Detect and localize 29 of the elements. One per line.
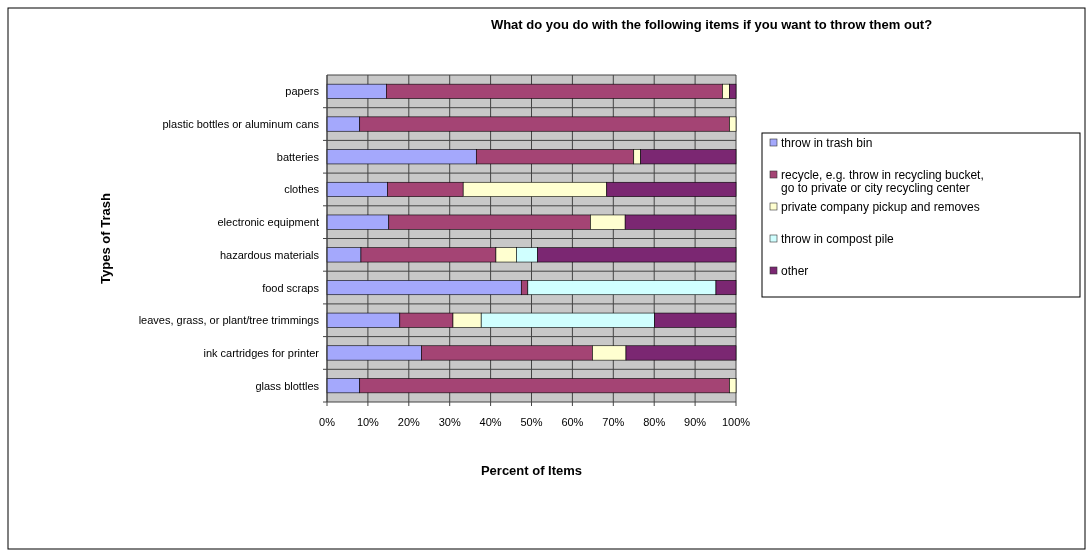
y-tick-label: leaves, grass, or plant/tree trimmings [138, 314, 320, 327]
x-tick-label: 70% [602, 416, 625, 428]
x-tick-label: 20% [397, 416, 421, 428]
legend-label: throw in trash bin [781, 136, 873, 150]
x-tick-label: 90% [684, 416, 707, 428]
y-tick-label: plastic bottles or aluminum cans [162, 118, 320, 131]
y-tick-label: ink cartridges for printer [203, 346, 320, 359]
chart-title: What do you do with the following items if you want to throw them out? [490, 17, 933, 32]
x-tick-label: 100% [721, 416, 751, 428]
x-axis-title: Percent of Items [480, 463, 583, 478]
y-tick-label: food scraps [262, 281, 320, 294]
y-tick-label: batteries [276, 150, 320, 163]
x-tick-label: 10% [356, 416, 380, 428]
y-axis-title: Types of Trash [98, 193, 113, 284]
x-tick-label: 30% [438, 416, 461, 428]
y-tick-label: clothes [284, 183, 320, 196]
y-tick-label: hazardous materials [219, 248, 320, 261]
y-tick-label: electronic equipment [217, 216, 319, 229]
legend-label: other [781, 264, 809, 278]
y-tick-label: papers [285, 85, 320, 98]
legend-label: throw in compost pile [781, 232, 895, 246]
x-tick-label: 50% [520, 416, 543, 428]
legend-label: private company pickup and removes [781, 200, 980, 214]
legend-label: recycle, e.g. throw in recycling bucket, go to private or city recycling center [781, 168, 984, 195]
x-tick-label: 80% [643, 416, 666, 428]
x-tick-label: 0% [319, 416, 336, 428]
y-tick-label: glass blottles [255, 379, 320, 392]
x-tick-label: 60% [561, 416, 584, 428]
x-tick-label: 40% [479, 416, 502, 428]
